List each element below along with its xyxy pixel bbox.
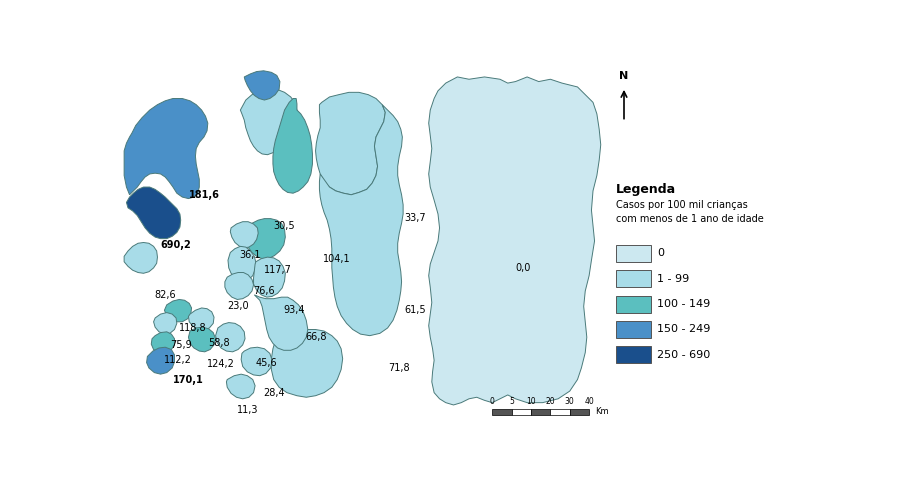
Text: 181,6: 181,6 <box>188 190 220 200</box>
Bar <box>616 346 651 364</box>
Text: 30: 30 <box>565 396 574 406</box>
Text: 100 - 149: 100 - 149 <box>657 299 711 309</box>
Polygon shape <box>246 218 285 258</box>
Text: 1 - 99: 1 - 99 <box>657 274 689 283</box>
Text: 33,7: 33,7 <box>404 213 426 223</box>
Polygon shape <box>230 222 258 248</box>
Text: 82,6: 82,6 <box>155 290 176 300</box>
Text: 61,5: 61,5 <box>404 305 426 316</box>
Text: 30,5: 30,5 <box>274 220 295 230</box>
Text: 66,8: 66,8 <box>306 332 327 342</box>
Polygon shape <box>254 257 285 297</box>
Text: 28,4: 28,4 <box>263 388 284 398</box>
Polygon shape <box>225 272 254 299</box>
Polygon shape <box>126 187 181 238</box>
Text: 5: 5 <box>509 396 514 406</box>
Text: 45,6: 45,6 <box>255 358 277 368</box>
Text: 75,9: 75,9 <box>170 340 192 350</box>
Text: 58,8: 58,8 <box>209 338 230 348</box>
Polygon shape <box>151 332 175 352</box>
Polygon shape <box>227 374 255 399</box>
Polygon shape <box>273 98 312 193</box>
Text: 36,1: 36,1 <box>238 250 260 260</box>
Polygon shape <box>216 322 245 352</box>
Text: 150 - 249: 150 - 249 <box>657 324 711 334</box>
Text: 118,8: 118,8 <box>178 323 206 333</box>
Text: 170,1: 170,1 <box>173 374 203 384</box>
Polygon shape <box>228 246 256 282</box>
Polygon shape <box>255 295 308 350</box>
Polygon shape <box>244 71 280 100</box>
Text: 20: 20 <box>545 396 555 406</box>
Polygon shape <box>428 77 601 405</box>
Text: 0: 0 <box>490 396 495 406</box>
Polygon shape <box>241 347 272 376</box>
Bar <box>616 245 651 262</box>
Polygon shape <box>272 330 343 398</box>
Polygon shape <box>124 242 158 274</box>
Bar <box>551 409 570 415</box>
Text: 0,0: 0,0 <box>516 263 531 273</box>
Bar <box>616 296 651 312</box>
Polygon shape <box>124 98 208 198</box>
Text: 23,0: 23,0 <box>227 302 249 312</box>
Text: Legenda: Legenda <box>616 183 677 196</box>
Text: 10: 10 <box>526 396 536 406</box>
Polygon shape <box>165 300 192 322</box>
Text: 104,1: 104,1 <box>323 254 351 264</box>
Bar <box>616 321 651 338</box>
Bar <box>570 409 590 415</box>
Text: 117,7: 117,7 <box>265 265 292 275</box>
Text: 112,2: 112,2 <box>165 356 193 366</box>
Text: 71,8: 71,8 <box>389 363 410 373</box>
Text: 76,6: 76,6 <box>254 286 275 296</box>
Text: Km: Km <box>595 406 608 416</box>
Bar <box>511 409 531 415</box>
Bar <box>531 409 551 415</box>
Text: 124,2: 124,2 <box>207 359 235 369</box>
Text: 690,2: 690,2 <box>161 240 192 250</box>
Text: 0: 0 <box>657 248 664 258</box>
Text: N: N <box>619 71 628 81</box>
Polygon shape <box>316 92 385 194</box>
Text: 40: 40 <box>584 396 594 406</box>
Text: Casos por 100 mil crianças
com menos de 1 ano de idade: Casos por 100 mil crianças com menos de … <box>616 200 764 224</box>
Text: 93,4: 93,4 <box>284 305 304 316</box>
Polygon shape <box>320 104 403 336</box>
Polygon shape <box>188 327 216 352</box>
Polygon shape <box>240 88 297 154</box>
Polygon shape <box>188 308 214 330</box>
Bar <box>492 409 511 415</box>
Polygon shape <box>147 347 175 374</box>
Bar <box>616 270 651 287</box>
Text: 250 - 690: 250 - 690 <box>657 350 711 360</box>
Polygon shape <box>154 312 176 334</box>
Text: 11,3: 11,3 <box>238 406 259 415</box>
